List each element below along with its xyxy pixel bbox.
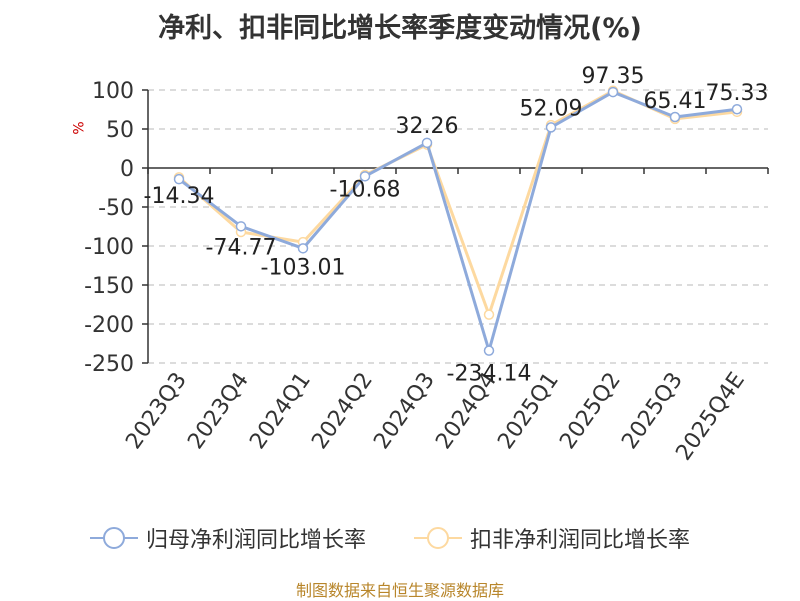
legend-item-net-profit[interactable]: 归母净利润同比增长率 xyxy=(90,520,366,556)
y-tick-label: -250 xyxy=(84,352,134,377)
y-tick-label: 50 xyxy=(106,118,134,143)
y-tick-label: -100 xyxy=(84,235,134,260)
y-tick-label: -50 xyxy=(98,196,134,221)
data-label: 32.26 xyxy=(396,114,459,139)
data-point-net-profit xyxy=(607,86,619,98)
y-tick-label: -200 xyxy=(84,313,134,338)
data-point-deducted-profit xyxy=(483,309,495,320)
data-point-net-profit xyxy=(421,137,433,149)
data-label: -74.77 xyxy=(206,235,277,260)
series-line-net-profit xyxy=(178,90,738,353)
data-point-net-profit xyxy=(545,122,557,133)
x-tick-label: 2023Q3 xyxy=(121,368,192,454)
data-point-net-profit xyxy=(297,243,309,254)
legend-marker-deducted-profit xyxy=(414,527,462,549)
data-point-net-profit xyxy=(669,111,681,123)
data-label: 75.33 xyxy=(706,81,769,106)
data-point-net-profit xyxy=(359,171,371,182)
y-tick-label: -150 xyxy=(84,274,134,299)
legend-item-deducted-profit[interactable]: 扣非净利润同比增长率 xyxy=(414,520,690,556)
x-tick-label: 2023Q4 xyxy=(183,368,254,454)
data-label: -10.68 xyxy=(330,177,401,202)
legend: 归母净利润同比增长率 扣非净利润同比增长率 xyxy=(0,520,800,556)
legend-label-net-profit: 归母净利润同比增长率 xyxy=(146,528,367,553)
y-tick-label: 100 xyxy=(92,79,134,104)
chart-title: 净利、扣非同比增长率季度变动情况(%) xyxy=(158,13,642,44)
data-point-net-profit xyxy=(483,345,495,356)
data-label: 65.41 xyxy=(644,89,707,114)
data-source-note: 制图数据来自恒生聚源数据库 xyxy=(295,581,504,600)
legend-label-deducted-profit: 扣非净利润同比增长率 xyxy=(470,528,691,553)
data-point-net-profit xyxy=(235,221,247,232)
data-label: 52.09 xyxy=(520,96,583,121)
x-tick-label: 2024Q1 xyxy=(245,368,316,454)
data-point-net-profit xyxy=(173,173,185,185)
y-tick-label: 0 xyxy=(120,157,134,182)
data-label: -14.34 xyxy=(144,184,215,209)
x-tick-label: 2024Q3 xyxy=(369,368,440,454)
data-label: -234.14 xyxy=(447,362,532,387)
x-tick-label: 2024Q2 xyxy=(307,368,378,454)
x-tick-label: 2025Q2 xyxy=(555,368,626,454)
data-label: -103.01 xyxy=(261,255,346,280)
data-label: 97.35 xyxy=(582,64,645,89)
data-point-net-profit xyxy=(731,103,743,115)
legend-marker-net-profit xyxy=(90,527,138,549)
